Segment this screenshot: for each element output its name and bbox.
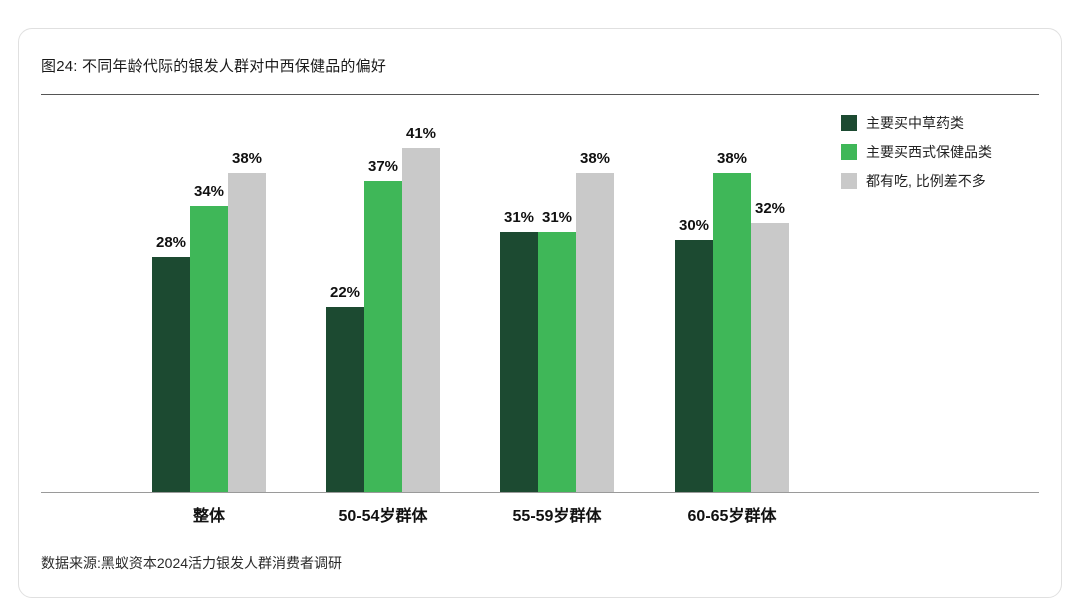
chart-card: 图24: 不同年龄代际的银发人群对中西保健品的偏好 主要买中草药类 主要买西式保… <box>18 28 1062 598</box>
bar-column: 22% <box>326 284 364 492</box>
chart-title: 图24: 不同年龄代际的银发人群对中西保健品的偏好 <box>41 58 387 75</box>
bar-western <box>538 231 576 492</box>
bar-herbal <box>675 240 713 492</box>
bar-group-1: 28% 34% 38% <box>152 150 266 492</box>
bar-column: 38% <box>713 150 751 492</box>
bar-column: 31% <box>500 209 538 492</box>
bar-column: 38% <box>228 150 266 492</box>
bar-column: 34% <box>190 183 228 492</box>
legend-item-western: 主要买西式保健品类 <box>841 142 992 162</box>
bar-group-4: 30% 38% 32% <box>675 150 789 492</box>
bar-value-label: 31% <box>503 208 535 226</box>
bar-value-label: 31% <box>541 208 573 226</box>
legend-label: 都有吃, 比例差不多 <box>866 173 986 189</box>
bar-western <box>364 181 402 492</box>
bar-herbal <box>500 231 538 492</box>
bar-both <box>228 172 266 492</box>
bar-value-label: 38% <box>579 149 611 167</box>
bar-group-2: 22% 37% 41% <box>326 125 440 492</box>
bar-value-label: 32% <box>754 200 786 218</box>
legend-item-both: 都有吃, 比例差不多 <box>841 171 992 191</box>
legend-swatch-both <box>841 173 857 189</box>
bar-western <box>713 172 751 492</box>
bar-value-label: 37% <box>367 158 399 176</box>
legend-swatch-western <box>841 144 857 160</box>
bar-both <box>576 172 614 492</box>
category-label: 整体 <box>192 508 226 525</box>
bar-column: 37% <box>364 158 402 492</box>
category-label: 50-54岁群体 <box>338 508 428 525</box>
legend-label: 主要买中草药类 <box>866 115 964 131</box>
bar-column: 28% <box>152 234 190 492</box>
bar-value-label: 28% <box>155 233 187 251</box>
legend-swatch-herbal <box>841 115 857 131</box>
plot-area: 主要买中草药类 主要买西式保健品类 都有吃, 比例差不多 28% 34% 38% 22… <box>41 95 1039 493</box>
bar-herbal <box>152 256 190 492</box>
bar-column: 30% <box>675 217 713 492</box>
bar-western <box>190 206 228 492</box>
bar-value-label: 38% <box>231 149 263 167</box>
bar-column: 38% <box>576 150 614 492</box>
bar-value-label: 41% <box>405 124 437 142</box>
bar-value-label: 30% <box>678 217 710 234</box>
legend-label: 主要买西式保健品类 <box>866 144 992 160</box>
bar-value-label: 34% <box>193 183 225 201</box>
bar-group-3: 31% 31% 38% <box>500 150 614 492</box>
bar-column: 41% <box>402 125 440 492</box>
source-note: 数据来源:黑蚁资本2024活力银发人群消费者调研 <box>41 555 343 571</box>
bar-both <box>402 147 440 492</box>
bar-column: 31% <box>538 209 576 492</box>
title-divider <box>41 94 1039 95</box>
bar-both <box>751 223 789 492</box>
category-label: 55-59岁群体 <box>512 508 602 525</box>
bar-column: 32% <box>751 200 789 492</box>
bar-value-label: 22% <box>329 284 361 302</box>
bar-herbal <box>326 307 364 492</box>
legend: 主要买中草药类 主要买西式保健品类 都有吃, 比例差不多 <box>841 113 992 191</box>
legend-item-herbal: 主要买中草药类 <box>841 113 992 133</box>
x-axis-labels: 整体 50-54岁群体 55-59岁群体 60-65岁群体 <box>41 493 1039 529</box>
category-label: 60-65岁群体 <box>687 508 777 525</box>
bar-value-label: 38% <box>716 149 748 167</box>
